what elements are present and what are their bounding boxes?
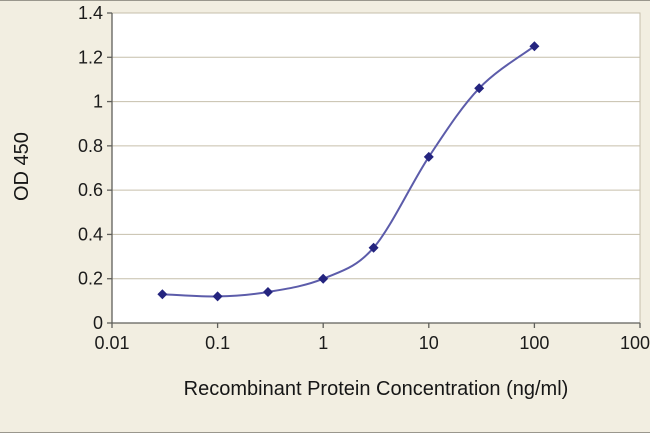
plot-area [111,12,641,324]
data-point-marker [423,151,434,162]
data-point-marker [368,242,379,253]
y-tick-label: 0.8 [78,136,103,156]
x-tick-label: 1 [318,333,328,353]
y-tick-label: 0.4 [78,224,103,244]
data-point-marker [318,273,329,284]
x-tick-label: 0.1 [205,333,230,353]
data-point-marker [529,41,540,52]
y-tick-label: 0.6 [78,180,103,200]
x-axis-title: Recombinant Protein Concentration (ng/ml… [183,378,569,400]
x-tick-label: 0.01 [94,333,129,353]
x-tick-label: 1000 [620,333,650,353]
data-point-marker [212,291,223,302]
data-point-marker [157,289,168,300]
data-point-marker [262,287,273,297]
y-axis-title: OD 450 [11,132,33,201]
x-tick-label: 100 [519,333,549,353]
y-tick-label: 0.2 [78,269,103,289]
series-line [162,45,536,298]
y-tick-label: 0 [93,313,103,333]
y-tick-label: 1.4 [78,3,103,23]
data-point-marker [474,83,485,94]
y-tick-label: 1 [93,92,103,112]
y-tick-label: 1.2 [78,47,103,67]
x-tick-label: 10 [419,333,439,353]
